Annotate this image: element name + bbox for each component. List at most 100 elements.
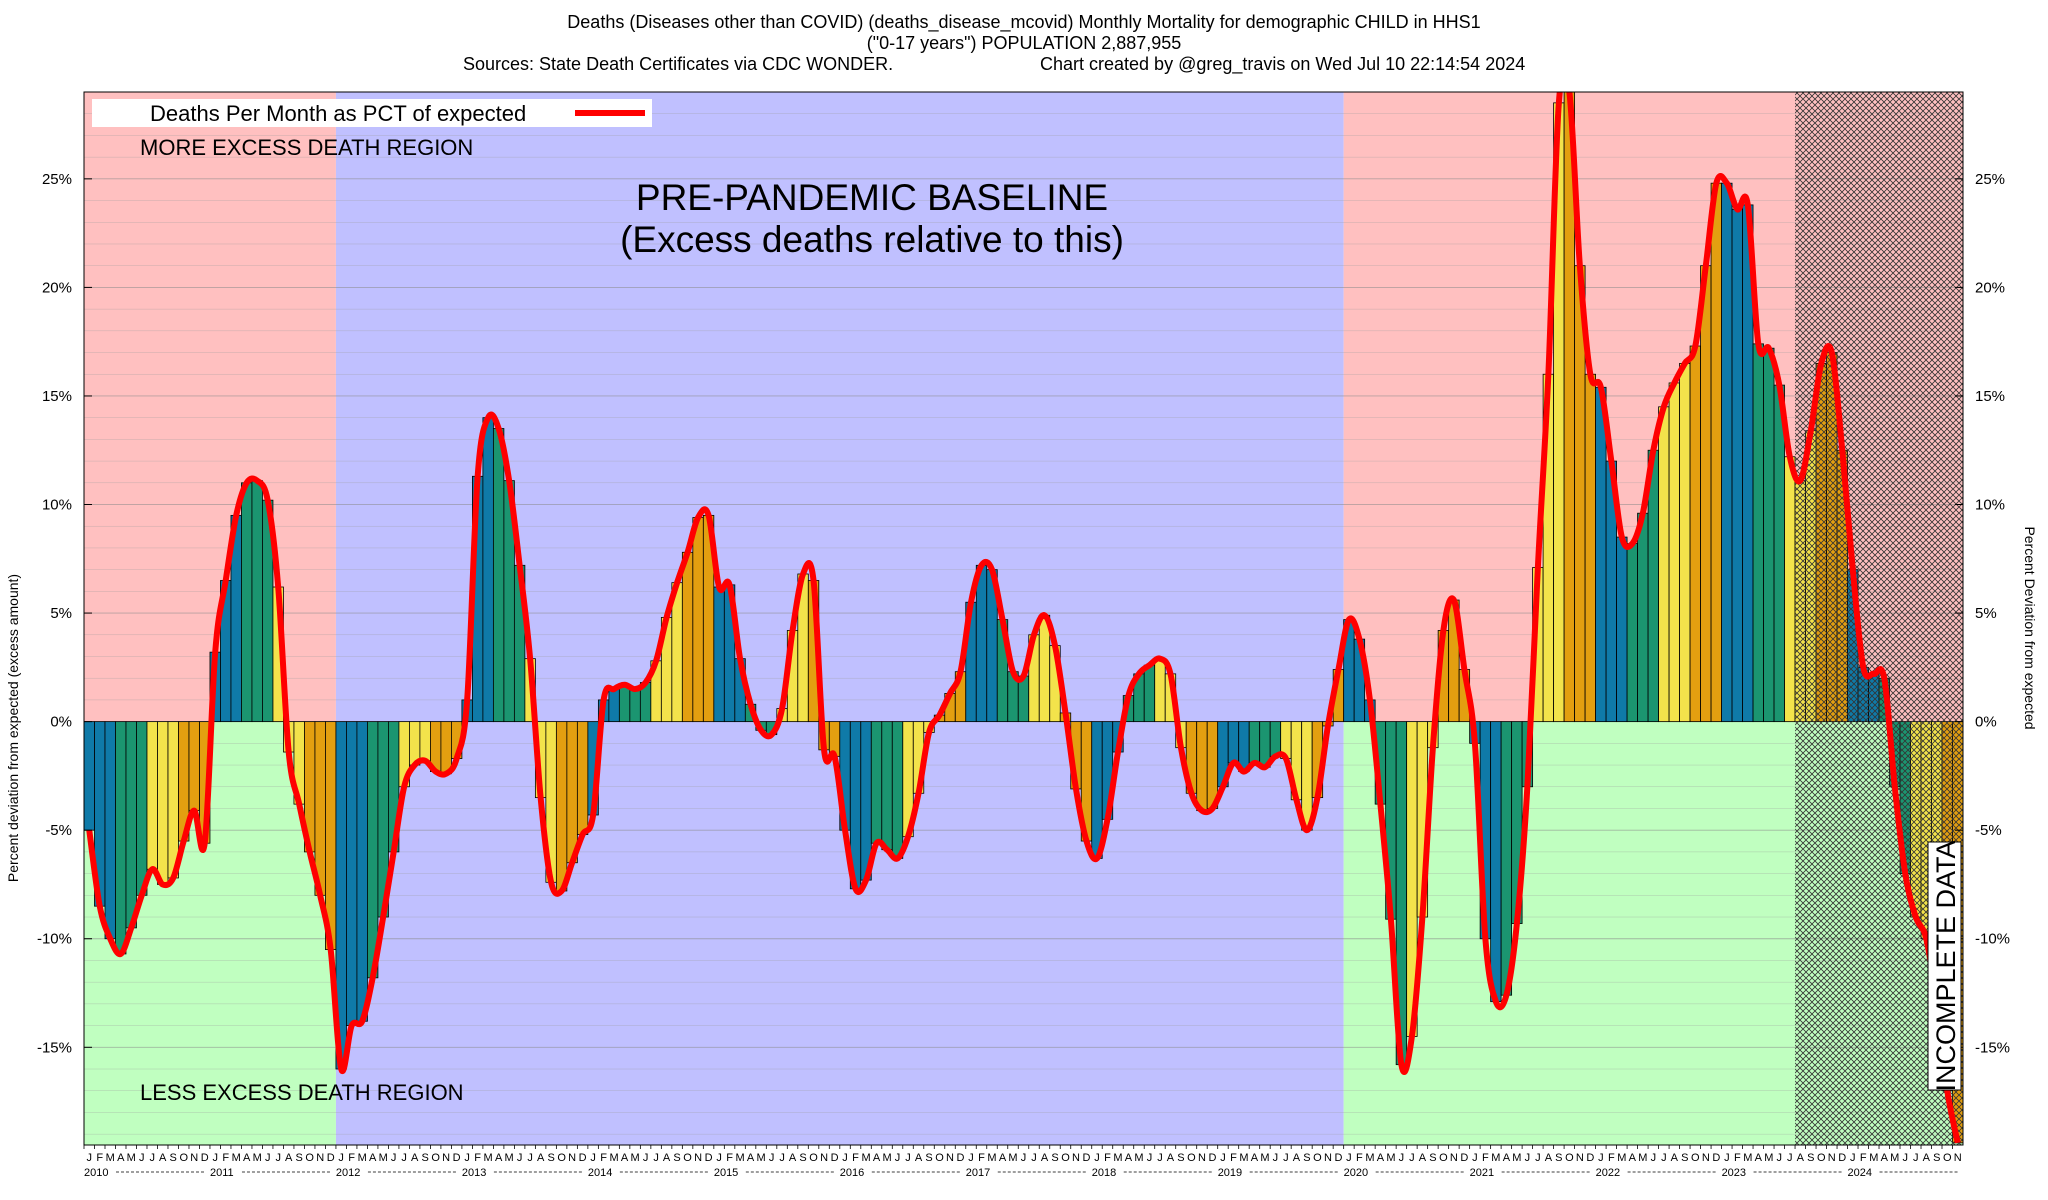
bar	[1196, 721, 1208, 812]
x-tick-month-label: S	[1177, 1152, 1184, 1164]
x-tick-year-label: 2016	[840, 1167, 864, 1179]
x-tick-month-label: N	[1954, 1152, 1962, 1164]
x-tick-month-label: D	[327, 1152, 335, 1164]
bar	[1700, 265, 1712, 723]
x-tick-month-label: A	[1923, 1152, 1931, 1164]
bar	[618, 684, 631, 723]
x-tick-month-label: N	[442, 1152, 450, 1164]
x-tick-year-label: 2014	[588, 1167, 612, 1179]
bar	[1248, 721, 1261, 764]
x-tick-month-label: S	[1303, 1152, 1310, 1164]
x-tick-month-label: M	[1365, 1152, 1374, 1164]
x-tick-month-label: M	[127, 1152, 136, 1164]
bar	[692, 517, 704, 723]
bar	[104, 721, 116, 940]
x-tick-year-label: 2022	[1596, 1167, 1620, 1179]
x-tick-month-label: J	[391, 1152, 397, 1164]
x-tick-month-label: J	[779, 1152, 785, 1164]
x-tick-month-label: S	[1807, 1152, 1814, 1164]
x-tick-month-label: O	[305, 1152, 314, 1164]
chart-title-line-1: Deaths (Diseases other than COVID) (deat…	[567, 12, 1481, 32]
bar	[576, 721, 589, 835]
bar	[1616, 536, 1628, 723]
x-tick-year-label: 2015	[714, 1167, 738, 1179]
x-tick-month-label: D	[453, 1152, 461, 1164]
x-tick-month-label: A	[663, 1152, 671, 1164]
x-tick-month-label: N	[1072, 1152, 1080, 1164]
bar	[1689, 345, 1701, 723]
x-tick-month-label: M	[610, 1152, 619, 1164]
x-tick-year-label: 2011	[210, 1167, 234, 1179]
x-tick-month-label: J	[338, 1152, 344, 1164]
x-tick-month-label: D	[201, 1152, 209, 1164]
x-tick-month-label: J	[653, 1152, 659, 1164]
x-tick-month-label: F	[1230, 1152, 1237, 1164]
bar	[1500, 721, 1513, 996]
x-tick-month-label: J	[527, 1152, 533, 1164]
x-tick-month-label: O	[1565, 1152, 1574, 1164]
x-tick-month-label: D	[1838, 1152, 1846, 1164]
x-tick-month-label: F	[726, 1152, 733, 1164]
x-tick-month-label: J	[1147, 1152, 1153, 1164]
annotation-more-excess: MORE EXCESS DEATH REGION	[140, 135, 473, 160]
x-tick-month-label: F	[600, 1152, 607, 1164]
y-tick-label-left: 25%	[42, 171, 72, 188]
x-tick-month-label: M	[1239, 1152, 1248, 1164]
x-tick-month-label: S	[925, 1152, 932, 1164]
bar	[1752, 343, 1764, 723]
x-tick-month-label: J	[1094, 1152, 1100, 1164]
x-tick-month-label: A	[285, 1152, 293, 1164]
x-tick-year-label: 2021	[1470, 1167, 1494, 1179]
y-tick-label-left: 15%	[42, 388, 72, 405]
x-tick-month-label: A	[1251, 1152, 1259, 1164]
x-tick-month-label: A	[411, 1152, 419, 1164]
x-tick-month-label: O	[935, 1152, 944, 1164]
x-tick-month-label: M	[735, 1152, 744, 1164]
x-tick-month-label: J	[401, 1152, 407, 1164]
x-tick-month-label: S	[547, 1152, 554, 1164]
bar	[1626, 543, 1638, 723]
bar	[1721, 182, 1733, 723]
x-tick-month-label: A	[915, 1152, 923, 1164]
y-tick-label-left: 5%	[50, 605, 72, 622]
x-tick-month-label: M	[1134, 1152, 1143, 1164]
x-tick-month-label: J	[1409, 1152, 1415, 1164]
bar	[681, 551, 694, 723]
x-tick-month-label: N	[1828, 1152, 1836, 1164]
x-tick-month-label: J	[1157, 1152, 1163, 1164]
x-tick-month-label: J	[590, 1152, 596, 1164]
bar	[241, 482, 253, 723]
bar	[419, 721, 431, 762]
x-tick-month-label: O	[1061, 1152, 1070, 1164]
x-tick-month-label: F	[222, 1152, 229, 1164]
x-tick-month-label: D	[831, 1152, 839, 1164]
x-tick-month-label: M	[1764, 1152, 1773, 1164]
y-tick-label-right: 15%	[1975, 388, 2005, 405]
bar	[1637, 512, 1649, 723]
bar	[1679, 362, 1691, 723]
x-tick-month-label: S	[673, 1152, 680, 1164]
x-tick-month-label: D	[1083, 1152, 1091, 1164]
x-tick-month-label: M	[484, 1152, 493, 1164]
x-tick-month-label: M	[756, 1152, 765, 1164]
x-tick-month-label: D	[1712, 1152, 1720, 1164]
x-tick-month-label: N	[694, 1152, 702, 1164]
x-tick-month-label: J	[1273, 1152, 1279, 1164]
bar	[608, 688, 620, 723]
y-tick-label-right: 20%	[1975, 279, 2005, 296]
x-tick-month-label: J	[517, 1152, 523, 1164]
x-tick-month-label: J	[1661, 1152, 1667, 1164]
x-tick-month-label: J	[716, 1152, 722, 1164]
x-tick-month-label: D	[579, 1152, 587, 1164]
bar	[1710, 182, 1722, 723]
x-tick-month-label: A	[159, 1152, 167, 1164]
x-tick-month-label: J	[905, 1152, 911, 1164]
x-tick-month-label: J	[149, 1152, 155, 1164]
bar	[125, 721, 137, 929]
bar	[115, 721, 127, 955]
bar	[1227, 721, 1240, 764]
x-tick-month-label: M	[505, 1152, 514, 1164]
x-tick-month-label: J	[842, 1152, 848, 1164]
x-tick-month-label: S	[170, 1152, 177, 1164]
y-tick-label-left: 20%	[42, 279, 72, 296]
